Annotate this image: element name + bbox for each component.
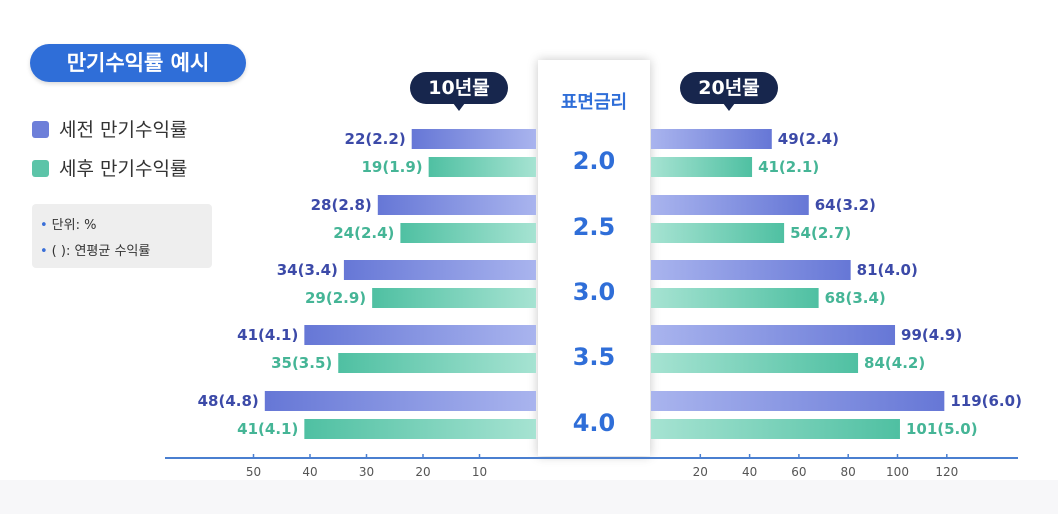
- center-rate-panel: [538, 60, 650, 456]
- bar-10yr-post-tax: [428, 157, 536, 177]
- bar-20yr-pre-tax: [651, 391, 945, 411]
- bar-10yr-pre-tax: [377, 195, 536, 215]
- footer-band: [0, 480, 1058, 514]
- coupon-rate-label: 3.0: [573, 278, 616, 306]
- data-label-10yr-pre-tax: 28(2.8): [311, 196, 372, 214]
- note-annual-text: ( ): 연평균 수익률: [51, 244, 151, 259]
- legend-item-post-tax: 세후 만기수익률: [32, 157, 187, 181]
- legend-label-post-tax: 세후 만기수익률: [59, 158, 188, 180]
- bar-10yr-post-tax: [400, 223, 536, 243]
- callout-10yr: 10년물: [410, 72, 508, 111]
- tick-label-20yr: 60: [791, 465, 806, 479]
- data-label-10yr-post-tax: 24(2.4): [333, 224, 394, 242]
- legend-label-pre-tax: 세전 만기수익률: [59, 119, 188, 141]
- coupon-rate-label: 2.5: [573, 213, 616, 241]
- data-label-10yr-pre-tax: 22(2.2): [345, 130, 406, 148]
- bar-20yr-post-tax: [651, 223, 785, 243]
- data-label-10yr-pre-tax: 48(4.8): [198, 392, 259, 410]
- data-label-10yr-post-tax: 29(2.9): [305, 289, 366, 307]
- tick-label-20yr: 20: [693, 465, 708, 479]
- bar-10yr-post-tax: [304, 419, 536, 439]
- data-label-20yr-pre-tax: 81(4.0): [857, 261, 918, 279]
- tick-label-10yr: 20: [415, 465, 430, 479]
- data-label-10yr-pre-tax: 34(3.4): [277, 261, 338, 279]
- bar-20yr-pre-tax: [651, 260, 851, 280]
- legend-item-pre-tax: 세전 만기수익률: [32, 118, 187, 142]
- bar-20yr-post-tax: [651, 419, 900, 439]
- bar-10yr-pre-tax: [411, 129, 536, 149]
- data-label-20yr-post-tax: 41(2.1): [758, 158, 819, 176]
- data-label-20yr-pre-tax: 99(4.9): [901, 326, 962, 344]
- data-label-20yr-post-tax: 84(4.2): [864, 354, 925, 372]
- bar-20yr-post-tax: [651, 288, 819, 308]
- tick-label-10yr: 40: [302, 465, 317, 479]
- tick-label-20yr: 100: [886, 465, 909, 479]
- note-annual: •( ): 연평균 수익률: [40, 244, 151, 259]
- bar-10yr-pre-tax: [304, 325, 536, 345]
- note-unit-text: 단위: %: [51, 218, 97, 233]
- data-label-10yr-post-tax: 41(4.1): [237, 420, 298, 438]
- tick-label-10yr: 50: [246, 465, 261, 479]
- tick-label-20yr: 40: [742, 465, 757, 479]
- coupon-rate-label: 4.0: [573, 409, 616, 437]
- data-label-20yr-pre-tax: 64(3.2): [815, 196, 876, 214]
- tick-label-10yr: 10: [472, 465, 487, 479]
- tick-label-20yr: 120: [935, 465, 958, 479]
- data-label-10yr-pre-tax: 41(4.1): [237, 326, 298, 344]
- bar-10yr-post-tax: [338, 353, 536, 373]
- bar-10yr-pre-tax: [264, 391, 536, 411]
- data-label-20yr-pre-tax: 119(6.0): [950, 392, 1022, 410]
- note-unit: • 단위: %: [40, 218, 97, 233]
- tick-label-20yr: 80: [841, 465, 856, 479]
- bar-20yr-pre-tax: [651, 325, 896, 345]
- bar-10yr-post-tax: [372, 288, 536, 308]
- tick-label-10yr: 30: [359, 465, 374, 479]
- bar-20yr-post-tax: [651, 157, 753, 177]
- notes-box: • 단위: % •( ): 연평균 수익률: [32, 204, 212, 268]
- bar-10yr-pre-tax: [343, 260, 536, 280]
- callout-20yr: 20년물: [680, 72, 778, 111]
- bar-20yr-pre-tax: [651, 129, 772, 149]
- data-label-20yr-post-tax: 68(3.4): [825, 289, 886, 307]
- data-label-20yr-post-tax: 54(2.7): [790, 224, 851, 242]
- center-header: 표면금리: [560, 92, 628, 113]
- data-label-20yr-pre-tax: 49(2.4): [778, 130, 839, 148]
- chart-title-badge: 만기수익률 예시: [30, 44, 246, 82]
- data-label-10yr-post-tax: 35(3.5): [271, 354, 332, 372]
- coupon-rate-label: 3.5: [573, 343, 616, 371]
- bar-20yr-pre-tax: [651, 195, 809, 215]
- legend-swatch-pre-tax: [32, 121, 49, 138]
- data-label-20yr-post-tax: 101(5.0): [906, 420, 978, 438]
- data-label-10yr-post-tax: 19(1.9): [361, 158, 422, 176]
- legend-swatch-post-tax: [32, 160, 49, 177]
- coupon-rate-label: 2.0: [573, 147, 616, 175]
- bar-20yr-post-tax: [651, 353, 859, 373]
